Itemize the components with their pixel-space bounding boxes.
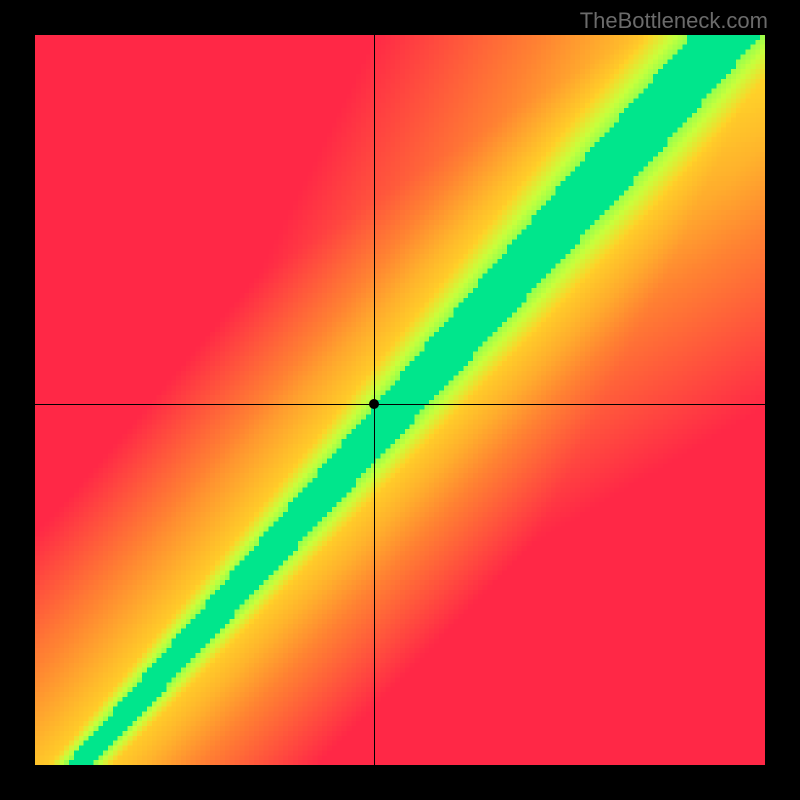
heatmap-canvas (35, 35, 765, 765)
data-point-marker (369, 399, 379, 409)
watermark-text: TheBottleneck.com (580, 8, 768, 34)
chart-area (35, 35, 765, 765)
crosshair-horizontal (35, 404, 765, 405)
